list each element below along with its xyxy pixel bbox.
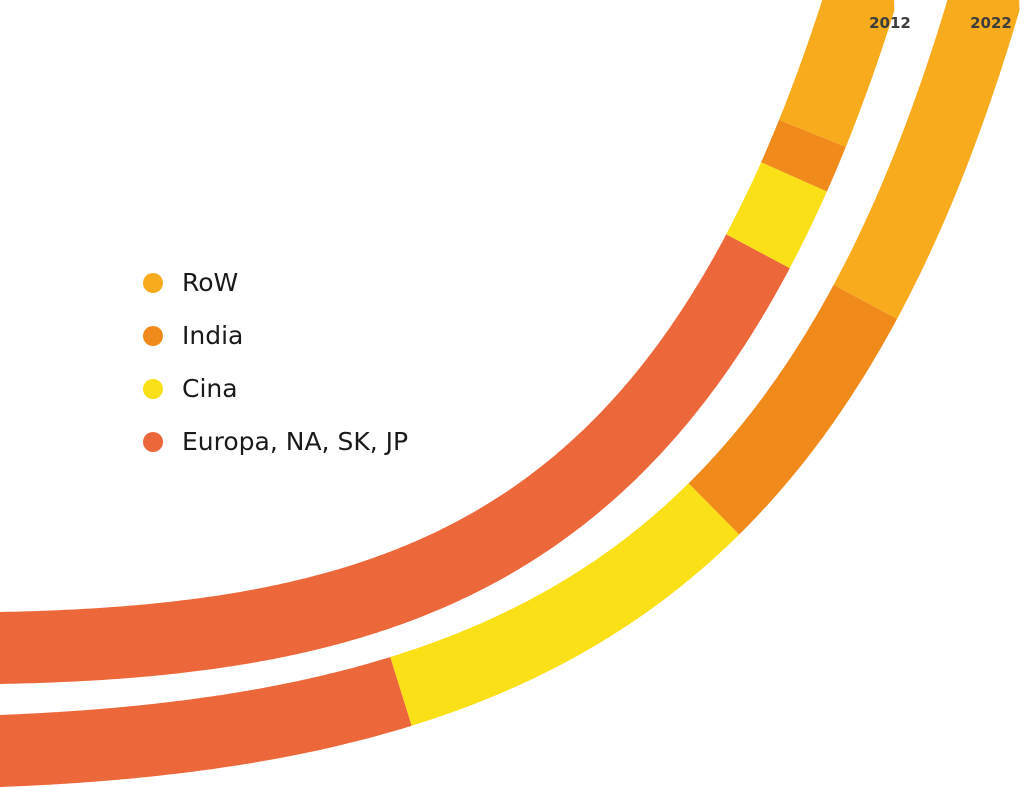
bar-segment-2012-europa-na-sk-jp bbox=[0, 234, 790, 684]
bar-segment-2022-europa-na-sk-jp bbox=[0, 657, 412, 787]
bar-segment-2012-row bbox=[779, 0, 895, 147]
legend-item-india: India bbox=[143, 309, 408, 362]
legend-item-cina: Cina bbox=[143, 362, 408, 415]
bar-segment-2022-row bbox=[833, 0, 1020, 319]
category-label-2022: 2022 bbox=[970, 14, 1012, 32]
legend-item-row: RoW bbox=[143, 256, 408, 309]
bar-segment-2012-cina bbox=[726, 162, 827, 269]
legend-item-europa: Europa, NA, SK, JP bbox=[143, 415, 408, 468]
legend-label-europa: Europa, NA, SK, JP bbox=[182, 427, 409, 456]
legend: RoW India Cina Europa, NA, SK, JP bbox=[143, 256, 408, 468]
legend-label-cina: Cina bbox=[182, 374, 238, 403]
legend-label-india: India bbox=[182, 321, 244, 350]
bar-segment-2012-india bbox=[761, 119, 846, 192]
legend-swatch-cina bbox=[143, 378, 163, 399]
legend-swatch-europa bbox=[143, 431, 163, 452]
bar-segment-2022-cina bbox=[390, 483, 740, 726]
bar-segment-2022-india bbox=[688, 284, 898, 535]
category-label-2012: 2012 bbox=[869, 14, 911, 32]
legend-swatch-row bbox=[143, 272, 163, 293]
legend-label-row: RoW bbox=[182, 268, 239, 297]
legend-swatch-india bbox=[143, 325, 163, 346]
